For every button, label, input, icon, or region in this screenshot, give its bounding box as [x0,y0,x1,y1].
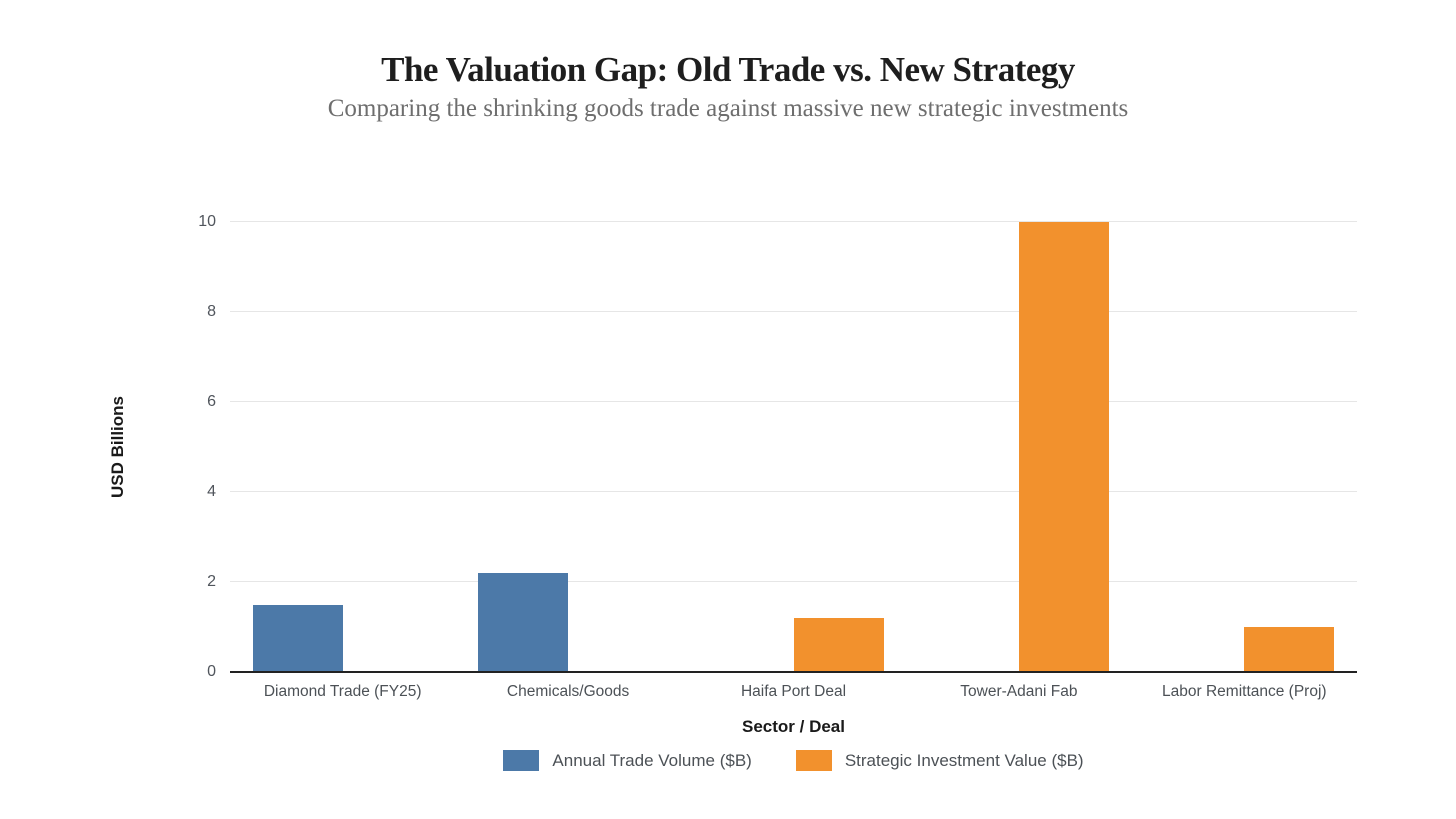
legend-swatch-annual-trade-volume-b [503,750,540,771]
legend-swatch-strategic-investment-value-b [795,750,832,771]
gridline-6 [230,401,1357,402]
chart-subtitle: Comparing the shrinking goods trade agai… [327,95,1129,122]
legend-label-annual-trade-volume-b: Annual Trade Volume ($B) [552,750,752,770]
bar-chemicals-goods-annual-trade-volume-b[interactable] [478,573,569,672]
gridline-4 [230,491,1357,492]
y-tick-label-2: 2 [207,573,216,590]
x-axis-title: Sector / Deal [742,717,845,736]
y-axis-title: USD Billions [108,395,127,499]
y-tick-label-10: 10 [198,213,216,230]
x-axis-line [230,671,1357,673]
x-category-label-tower-adani-fab: Tower-Adani Fab [960,683,1078,700]
gridline-10 [230,221,1357,222]
x-category-label-diamond-trade-fy25: Diamond Trade (FY25) [263,683,422,700]
bar-labor-remittance-proj-strategic-investment-value-b[interactable] [1244,627,1335,672]
y-tick-label-8: 8 [207,303,216,320]
legend-item-strategic-investment-value-b[interactable]: Strategic Investment Value ($B) [795,750,1084,771]
x-category-label-labor-remittance-proj: Labor Remittance (Proj) [1162,683,1327,700]
x-category-label-chemicals-goods: Chemicals/Goods [506,683,630,700]
bar-haifa-port-deal-strategic-investment-value-b[interactable] [793,618,884,672]
gridline-2 [230,581,1357,582]
y-tick-label-6: 6 [207,393,216,410]
chart-title: The Valuation Gap: Old Trade vs. New Str… [381,50,1075,89]
legend: Annual Trade Volume ($B) Strategic Invest… [230,750,1357,771]
plot-area: 0 2 4 6 8 10 Diamond Trade (FY25) Chemicals/Goo… [198,213,1357,700]
bar-tower-adani-fab-strategic-investment-value-b[interactable] [1018,222,1109,672]
x-category-label-haifa-port-deal: Haifa Port Deal [740,683,847,700]
legend-item-annual-trade-volume-b[interactable]: Annual Trade Volume ($B) [503,750,752,771]
y-tick-label-4: 4 [207,483,216,500]
gridline-8 [230,311,1357,312]
y-tick-label-0: 0 [207,663,216,680]
bar-diamond-trade-fy25-annual-trade-volume-b[interactable] [252,604,343,672]
legend-label-strategic-investment-value-b: Strategic Investment Value ($B) [844,750,1084,770]
